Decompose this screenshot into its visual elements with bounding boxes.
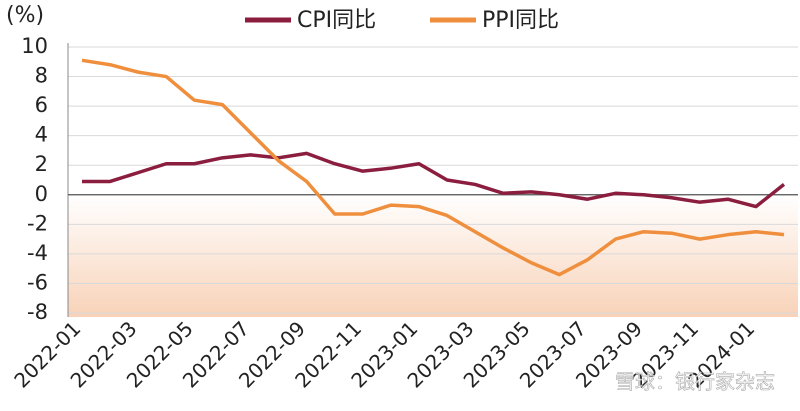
negative-background bbox=[68, 194, 798, 317]
y-tick-label: 6 bbox=[35, 93, 48, 117]
series-line bbox=[82, 151, 786, 209]
y-tick-label: -6 bbox=[27, 270, 48, 294]
y-tick-label: 0 bbox=[35, 182, 48, 206]
y-tick-label: 4 bbox=[35, 123, 48, 147]
legend-label: PPI同比 bbox=[482, 8, 559, 33]
y-tick-label: -2 bbox=[27, 211, 48, 235]
series-line bbox=[81, 58, 785, 277]
y-axis-label: (%) bbox=[6, 3, 44, 28]
watermark: 雪球：银行家杂志 bbox=[615, 370, 775, 394]
legend-label: CPI同比 bbox=[297, 8, 376, 33]
y-tick-label: -8 bbox=[27, 300, 48, 324]
y-tick-label: -4 bbox=[27, 241, 48, 265]
y-tick-label: 2 bbox=[35, 152, 48, 176]
y-tick-label: 8 bbox=[35, 64, 48, 88]
y-tick-label: 10 bbox=[21, 34, 48, 58]
